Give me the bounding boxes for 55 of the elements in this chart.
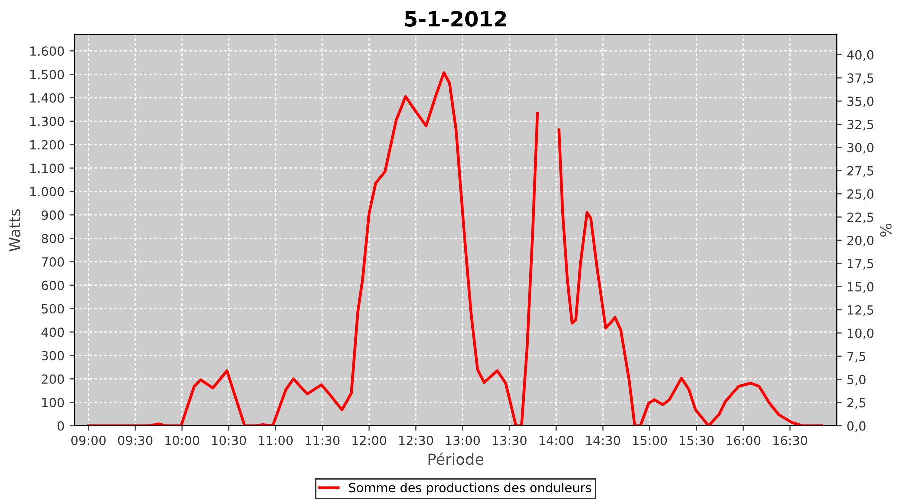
x-tick-label: 13:30 bbox=[492, 436, 527, 446]
y-tick-label: 900 bbox=[42, 210, 64, 220]
y2-tick-label: 35,0 bbox=[848, 96, 874, 108]
y2-tick-label: 5,0 bbox=[848, 375, 866, 386]
y-tick-label: 100 bbox=[42, 398, 64, 408]
y-tick-label: 0 bbox=[58, 421, 64, 431]
y2-tick-label: 32,5 bbox=[848, 120, 874, 131]
x-tick-label: 09:00 bbox=[72, 436, 106, 446]
y-tick-label: 1.100 bbox=[30, 164, 64, 174]
y-tick-label: 400 bbox=[42, 328, 64, 338]
y-tick-label: 1.300 bbox=[30, 116, 64, 126]
x-tick-label: 10:00 bbox=[166, 436, 200, 446]
chart-title: 5-1-2012 bbox=[405, 11, 506, 27]
y-tick-label: 300 bbox=[42, 351, 64, 361]
legend-label: Somme des productions des onduleurs bbox=[349, 482, 592, 496]
y-tick-label: 1.600 bbox=[30, 46, 64, 56]
y2-tick-label: 22,5 bbox=[848, 212, 874, 224]
x-tick-label: 09:30 bbox=[118, 436, 153, 446]
y-tick-label: 200 bbox=[42, 374, 64, 384]
x-tick-label: 12:30 bbox=[399, 436, 434, 446]
y-axis-title: Watts bbox=[9, 210, 21, 252]
x-tick-label: 11:30 bbox=[306, 436, 340, 446]
x-tick-label: 11:00 bbox=[259, 436, 293, 446]
y-tick-label: 1.000 bbox=[30, 187, 64, 197]
y-tick-label: 700 bbox=[42, 257, 64, 267]
y2-tick-label: 15,0 bbox=[848, 282, 874, 294]
x-tick-label: 16:00 bbox=[726, 436, 761, 446]
y2-tick-label: 27,5 bbox=[848, 166, 874, 178]
x-tick-label: 14:30 bbox=[586, 436, 620, 446]
y2-tick-label: 2,5 bbox=[848, 398, 866, 410]
y-tick-label: 1.500 bbox=[30, 70, 64, 80]
x-tick-label: 15:00 bbox=[633, 436, 668, 446]
x-tick-label: 12:00 bbox=[352, 436, 387, 446]
y2-tick-label: 0,0 bbox=[848, 421, 866, 432]
y-tick-label: 600 bbox=[42, 280, 64, 290]
y-tick-label: 1.200 bbox=[30, 140, 64, 150]
y2-axis-title: % bbox=[880, 224, 892, 237]
y2-tick-label: 17,5 bbox=[848, 259, 874, 270]
x-tick-label: 16:30 bbox=[774, 436, 808, 446]
y-tick-label: 1.400 bbox=[30, 93, 64, 103]
y2-tick-label: 20,0 bbox=[848, 236, 874, 247]
y2-tick-label: 7,5 bbox=[848, 352, 866, 363]
y2-tick-label: 12,5 bbox=[848, 306, 874, 316]
y2-tick-label: 25,0 bbox=[848, 190, 874, 200]
x-tick-label: 13:00 bbox=[446, 436, 480, 446]
x-axis-title: Période bbox=[428, 452, 484, 466]
y2-tick-label: 30,0 bbox=[848, 143, 874, 154]
x-tick-label: 15:30 bbox=[680, 436, 714, 446]
x-tick-label: 10:30 bbox=[212, 436, 246, 446]
y2-tick-label: 10,0 bbox=[848, 328, 874, 340]
x-tick-label: 14:00 bbox=[540, 436, 574, 446]
y-tick-label: 500 bbox=[42, 304, 64, 314]
y2-tick-label: 40,0 bbox=[847, 50, 874, 62]
y-tick-label: 800 bbox=[42, 234, 64, 244]
y2-tick-label: 37,5 bbox=[848, 74, 874, 84]
